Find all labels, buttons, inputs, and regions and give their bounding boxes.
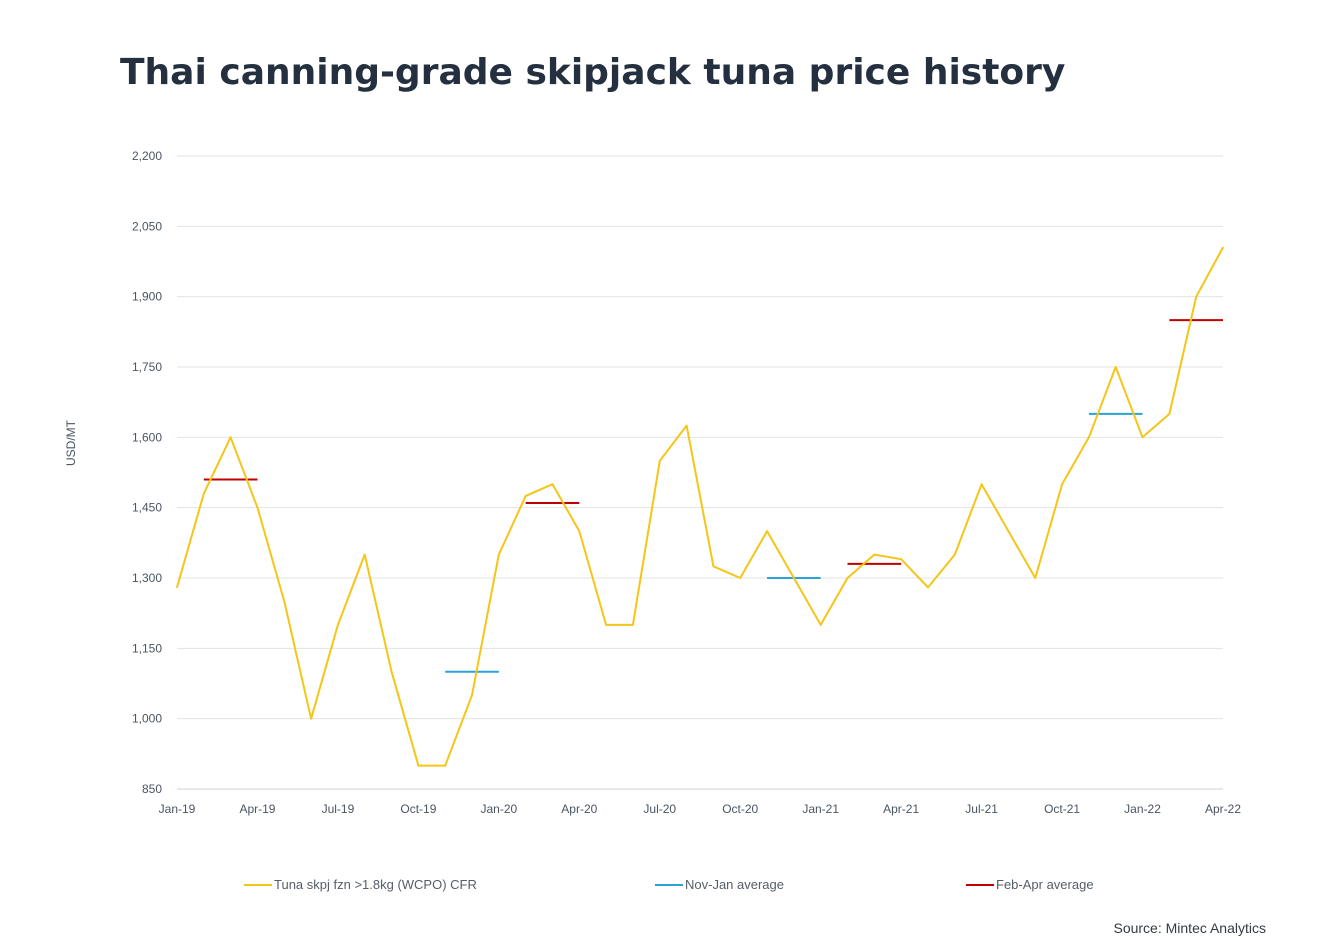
y-tick-label: 850 xyxy=(142,782,162,796)
data-point xyxy=(417,764,420,767)
x-tick-label: Oct-20 xyxy=(722,802,758,816)
data-point xyxy=(390,670,393,673)
y-tick-label: 1,300 xyxy=(132,571,162,585)
legend-label-tuna-price: Tuna skpj fzn >1.8kg (WCPO) CFR xyxy=(274,877,477,892)
x-tick-label: Jan-21 xyxy=(802,802,839,816)
y-tick-label: 1,600 xyxy=(132,430,162,444)
x-tick-label: Apr-22 xyxy=(1205,802,1241,816)
legend-item-feb-apr: Feb-Apr average xyxy=(966,877,1094,892)
chart-title: Thai canning-grade skipjack tuna price h… xyxy=(120,52,1066,93)
y-tick-label: 1,750 xyxy=(132,360,162,374)
data-point xyxy=(1168,413,1171,415)
legend-swatch-feb-apr xyxy=(966,883,994,886)
x-tick-label: Jan-20 xyxy=(480,802,517,816)
legend-item-nov-jan: Nov-Jan average xyxy=(655,877,784,892)
y-tick-label: 1,450 xyxy=(132,501,162,515)
data-point xyxy=(256,506,259,509)
legend-swatch-nov-jan xyxy=(655,883,683,886)
data-point xyxy=(1088,436,1090,439)
y-tick-label: 2,200 xyxy=(132,149,162,163)
legend-swatch-tuna-price xyxy=(244,883,272,886)
data-point xyxy=(176,586,178,589)
data-point xyxy=(498,553,500,556)
x-tick-label: Jul-20 xyxy=(643,802,676,816)
x-tick-label: Oct-21 xyxy=(1044,802,1080,816)
data-point xyxy=(873,553,876,556)
data-point xyxy=(1141,436,1144,439)
data-point xyxy=(444,764,447,767)
data-point xyxy=(363,553,366,556)
data-point xyxy=(980,483,983,486)
y-tick-label: 2,050 xyxy=(132,219,162,233)
y-tick-labels: 850 1,000 1,150 1,300 1,450 1,600 1,750 1,900 2,… xyxy=(132,149,162,796)
x-tick-label: Jul-21 xyxy=(965,802,998,816)
data-point xyxy=(927,586,929,589)
legend-label-feb-apr: Feb-Apr average xyxy=(996,877,1094,892)
data-point xyxy=(551,483,554,486)
y-tick-label: 1,000 xyxy=(132,712,162,726)
data-point xyxy=(524,495,527,497)
data-point xyxy=(310,717,312,720)
x-tick-label: Jul-19 xyxy=(322,802,355,816)
data-point xyxy=(953,553,956,556)
data-point xyxy=(685,424,688,427)
data-point xyxy=(1195,295,1197,298)
source-note: Source: Mintec Analytics xyxy=(1113,920,1266,936)
x-tick-label: Jan-22 xyxy=(1124,802,1161,816)
data-point xyxy=(337,624,339,626)
data-point xyxy=(819,624,822,626)
data-point xyxy=(766,530,768,532)
data-point xyxy=(1034,577,1037,579)
data-point xyxy=(1007,530,1010,532)
legend-label-nov-jan: Nov-Jan average xyxy=(685,877,784,892)
x-tick-label: Apr-19 xyxy=(239,802,275,816)
x-tick-label: Apr-20 xyxy=(561,802,597,816)
series-line-tuna-price xyxy=(176,246,1224,767)
data-point xyxy=(632,624,634,626)
data-point xyxy=(712,565,715,568)
x-tick-label: Apr-21 xyxy=(883,802,919,816)
average-segments xyxy=(203,319,1223,673)
data-point xyxy=(658,459,661,462)
data-point xyxy=(846,577,849,579)
data-point xyxy=(793,577,795,579)
data-point xyxy=(578,530,581,532)
y-tick-label: 1,150 xyxy=(132,641,162,655)
y-tick-label: 1,900 xyxy=(132,290,162,304)
x-tick-label: Oct-19 xyxy=(400,802,436,816)
data-point xyxy=(203,492,205,495)
x-tick-labels: Jan-19 Apr-19 Jul-19 Oct-19 Jan-20 Apr-20 Jul-… xyxy=(159,802,1242,816)
data-point xyxy=(229,436,232,439)
data-point xyxy=(283,600,286,603)
series-lines xyxy=(176,246,1224,767)
data-point xyxy=(900,558,902,561)
data-point xyxy=(1061,483,1063,486)
gridlines xyxy=(177,155,1223,790)
legend-item-tuna-price: Tuna skpj fzn >1.8kg (WCPO) CFR xyxy=(244,877,477,892)
data-point xyxy=(471,694,473,697)
data-point xyxy=(605,624,607,626)
data-point xyxy=(1222,246,1224,249)
x-tick-label: Jan-19 xyxy=(159,802,196,816)
data-point xyxy=(739,577,742,579)
data-point xyxy=(1114,366,1117,368)
